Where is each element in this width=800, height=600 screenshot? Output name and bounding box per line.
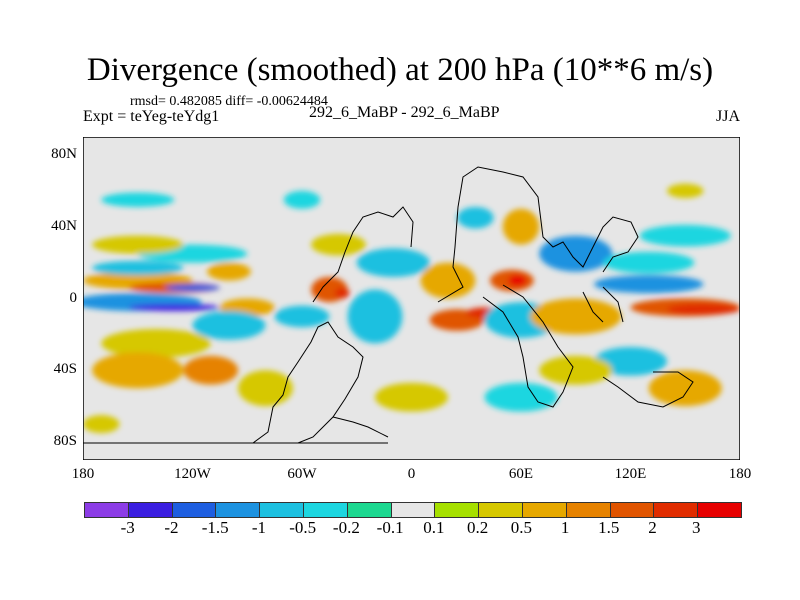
colorbar-swatch: [522, 503, 567, 517]
map-plot: [83, 137, 740, 460]
contour-region: [457, 206, 494, 229]
contour-region: [667, 303, 740, 315]
contour-region: [603, 251, 695, 274]
contour-region: [92, 352, 184, 389]
contour-region: [334, 287, 350, 299]
y-tick-label: 40N: [51, 217, 77, 234]
contour-region: [667, 183, 704, 199]
y-tick-label: 0: [69, 289, 78, 306]
contour-region: [101, 192, 175, 207]
contour-region: [639, 224, 731, 247]
contour-region: [101, 329, 211, 358]
x-tick-label: 60W: [287, 466, 317, 482]
contour-region: [311, 233, 366, 256]
colorbar-swatch: [303, 503, 348, 517]
colorbar-swatch: [654, 503, 699, 517]
contour-region: [92, 235, 184, 254]
colorbar-label: 0.2: [466, 518, 489, 537]
contour-region: [484, 382, 558, 412]
x-tick-label: 0: [407, 466, 416, 482]
colorbar: [84, 502, 742, 518]
colorbar-swatch: [172, 503, 217, 517]
contour-region: [183, 355, 239, 385]
experiment-label: Expt = teYeg-teYdg1: [83, 108, 220, 125]
contour-region: [508, 275, 527, 286]
colorbar-label: 0.5: [510, 518, 532, 537]
colorbar-label: 0.1: [423, 518, 445, 537]
contour-region: [83, 415, 120, 434]
colorbar-swatch: [435, 503, 480, 517]
contour-region: [207, 262, 251, 281]
y-tick-label: 40S: [53, 361, 77, 378]
colorbar-swatch: [610, 503, 655, 517]
colorbar-label: -1.5: [201, 518, 229, 537]
y-tick-label: 80N: [51, 145, 77, 162]
plot-title: Divergence (smoothed) at 200 hPa (10**6 …: [86, 52, 714, 88]
contour-region: [192, 311, 266, 340]
colorbar-label: -0.5: [289, 518, 317, 537]
colorbar-label: -2: [164, 518, 179, 537]
x-tick-label: 180: [71, 466, 95, 482]
contour-region: [648, 370, 722, 407]
colorbar-swatch: [698, 503, 741, 517]
colorbar-swatch: [347, 503, 392, 517]
colorbar-label: 1.5: [598, 518, 620, 537]
colorbar-label: 3: [692, 518, 701, 537]
contour-region: [238, 370, 293, 407]
contour-region: [274, 305, 330, 328]
colorbar-label: -0.1: [376, 518, 404, 537]
x-tick-label: 120W: [174, 466, 211, 482]
contour-region: [420, 262, 476, 299]
contour-region: [502, 208, 540, 245]
contour-region: [347, 289, 403, 344]
colorbar-swatch: [566, 503, 611, 517]
y-tick-label: 80S: [53, 433, 77, 450]
colorbar-label: 2: [648, 518, 657, 537]
contour-region: [356, 248, 430, 277]
colorbar-swatch: [260, 503, 304, 517]
contour-region: [283, 190, 321, 209]
contour-region: [530, 298, 622, 335]
contour-region: [539, 235, 613, 272]
colorbar-swatch: [85, 503, 129, 517]
contour-region: [92, 260, 184, 276]
season-label: JJA: [716, 108, 741, 125]
colorbar-swatch: [128, 503, 173, 517]
contour-region: [594, 346, 667, 376]
coastlines: [83, 166, 694, 444]
x-tick-label: 60E: [508, 466, 534, 482]
contour-region: [594, 275, 704, 294]
colorbar-label: -3: [120, 518, 135, 537]
period-label: 292_6_MaBP - 292_6_MaBP: [309, 104, 500, 121]
contour-region: [539, 355, 613, 385]
x-tick-label: 120E: [614, 466, 647, 482]
contour-region: [375, 382, 448, 412]
stats-label: rmsd= 0.482085 diff= -0.00624484: [130, 94, 328, 109]
colorbar-swatch: [216, 503, 261, 517]
contour-region: [165, 284, 220, 292]
colorbar-swatch: [479, 503, 523, 517]
contour-region: [128, 303, 220, 312]
colorbar-swatch: [391, 503, 436, 517]
colorbar-label: 1: [560, 518, 570, 537]
colorbar-label: -0.2: [332, 518, 360, 537]
x-tick-label: 180: [728, 466, 752, 482]
colorbar-label: -1: [251, 518, 267, 537]
